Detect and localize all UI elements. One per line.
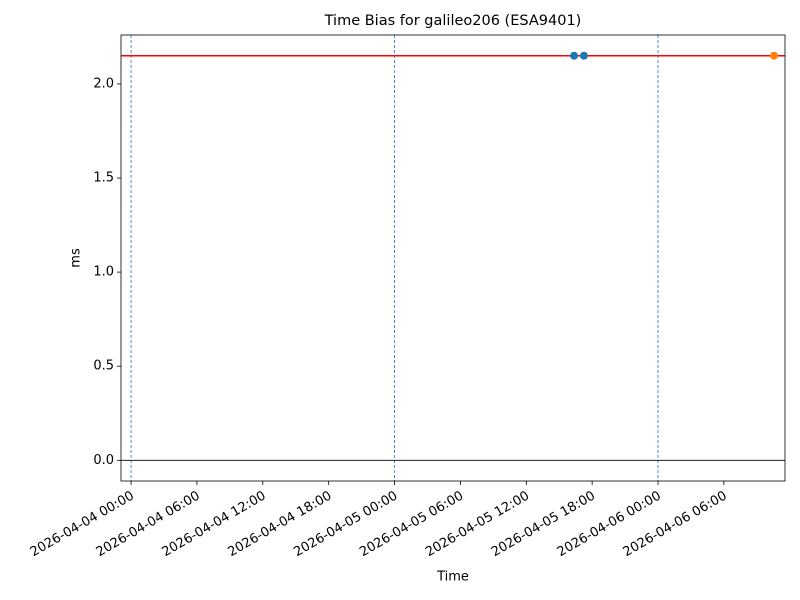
y-tick-label: 0.5	[93, 359, 114, 374]
data-point	[770, 51, 779, 60]
plot-frame	[120, 34, 786, 482]
y-tick-label: 1.5	[93, 171, 114, 186]
x-axis-label: Time	[436, 570, 469, 585]
data-point	[579, 51, 588, 60]
y-tick-label: 0.0	[93, 453, 114, 468]
y-axis-label: ms	[69, 248, 84, 268]
chart-title: Time Bias for galileo206 (ESA9401)	[324, 13, 582, 29]
data-point	[570, 51, 579, 60]
y-tick-label: 1.0	[93, 265, 114, 280]
y-tick-label: 2.0	[93, 76, 114, 91]
